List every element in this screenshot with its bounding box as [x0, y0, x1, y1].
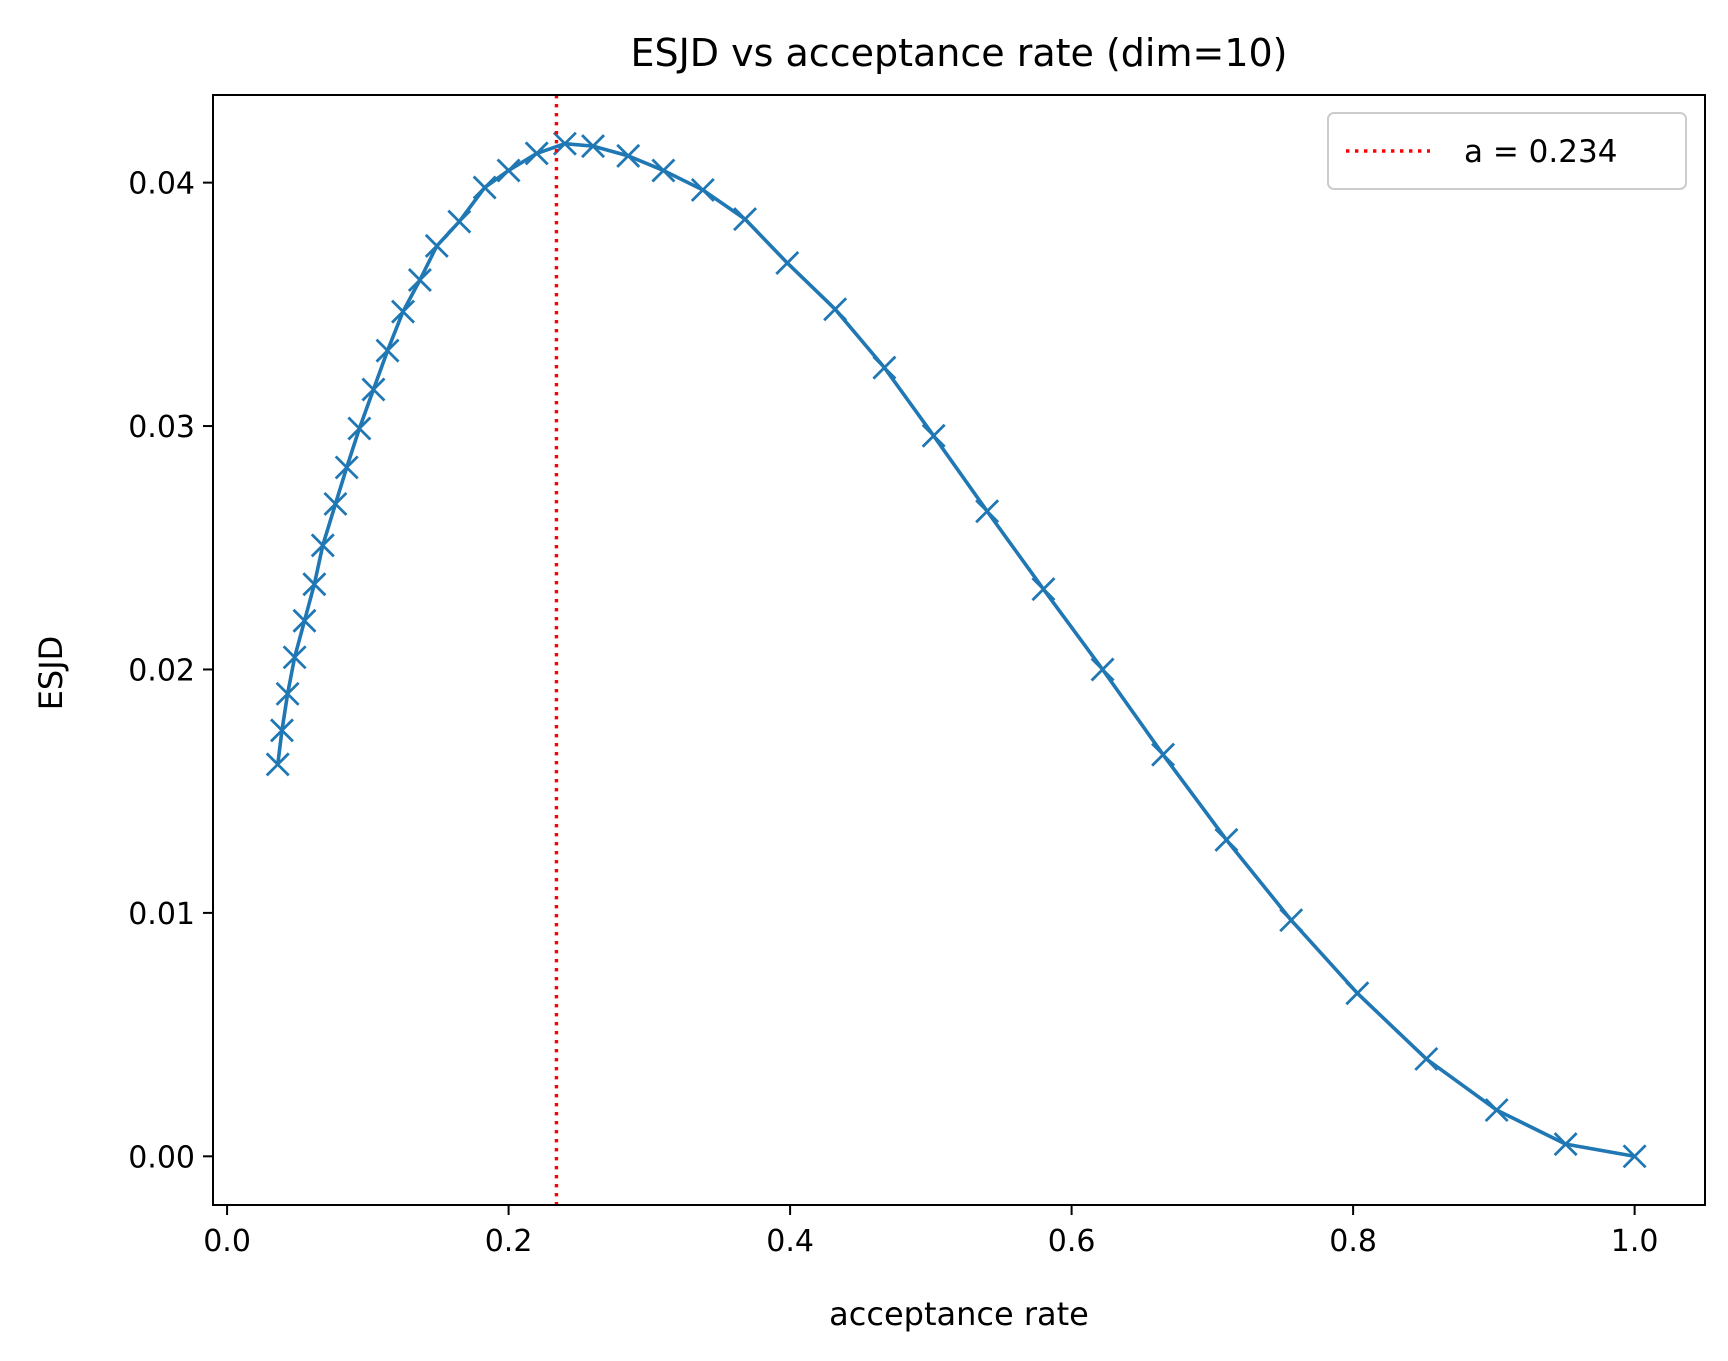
data-point-marker: [265, 752, 290, 777]
y-axis-label: ESJD: [32, 636, 70, 711]
x-tick-label: 0.4: [766, 1224, 814, 1259]
x-tick-label: 1.0: [1611, 1224, 1659, 1259]
legend: a = 0.234: [1327, 112, 1687, 190]
data-point-marker: [1279, 908, 1304, 933]
data-point-marker: [447, 209, 472, 234]
data-point-marker: [1553, 1132, 1578, 1157]
legend-label: a = 0.234: [1464, 134, 1617, 170]
data-point-marker: [496, 158, 521, 183]
plot-content: [265, 95, 1647, 1205]
y-tick-label: 0.00: [128, 1140, 195, 1175]
data-point-marker: [1151, 742, 1176, 767]
x-tick-label: 0.2: [485, 1224, 533, 1259]
data-point-marker: [407, 268, 432, 292]
data-point-marker: [1031, 577, 1056, 602]
data-point-marker: [775, 250, 800, 275]
data-point-marker: [733, 207, 758, 232]
y-tick-label: 0.04: [128, 167, 195, 202]
data-point-marker: [1622, 1144, 1647, 1169]
data-point-marker: [269, 718, 294, 743]
plot-frame: [212, 94, 1706, 1206]
x-tick-label: 0.6: [1048, 1224, 1096, 1259]
y-tick-label: 0.03: [128, 410, 195, 445]
data-point-marker: [1345, 981, 1370, 1006]
x-axis-label: acceptance rate: [829, 1295, 1089, 1333]
data-point-marker: [292, 608, 317, 633]
data-point-marker: [921, 423, 946, 448]
data-point-marker: [1414, 1046, 1439, 1071]
data-point-marker: [651, 158, 676, 183]
data-point-marker: [302, 572, 327, 597]
data-point-marker: [334, 455, 359, 480]
data-point-marker: [375, 338, 400, 363]
data-point-marker: [524, 141, 549, 166]
series-line: [275, 141, 1637, 1159]
data-point-marker: [1214, 827, 1239, 852]
y-tick-label: 0.02: [128, 653, 195, 688]
data-point-marker: [975, 499, 1000, 524]
data-point-marker: [282, 645, 307, 670]
data-point-marker: [616, 143, 641, 168]
data-point-marker: [424, 233, 449, 258]
data-point-marker: [391, 299, 416, 324]
data-point-marker: [823, 297, 848, 322]
data-point-marker: [690, 177, 715, 202]
chart-title: ESJD vs acceptance rate (dim=10): [630, 31, 1287, 75]
x-tick-label: 0.8: [1329, 1224, 1377, 1259]
data-point-marker: [472, 175, 497, 200]
data-point-marker: [275, 681, 300, 706]
data-point-marker: [581, 134, 606, 159]
data-point-marker: [323, 491, 348, 516]
data-point-marker: [361, 377, 386, 402]
plot-area: 0.0 0.2 0.4 0.6 0.8 1.0 0.00 0.01 0.02 0.03 0.04 a …: [128, 94, 1706, 1259]
x-tick-label: 0.0: [203, 1224, 251, 1259]
data-point-marker: [310, 533, 335, 558]
data-point-marker: [1484, 1098, 1509, 1123]
data-point-marker: [1090, 657, 1115, 682]
legend-box: [1327, 112, 1687, 190]
data-point-marker: [872, 355, 897, 380]
data-point-marker: [347, 416, 372, 441]
y-tick-label: 0.01: [128, 897, 195, 932]
